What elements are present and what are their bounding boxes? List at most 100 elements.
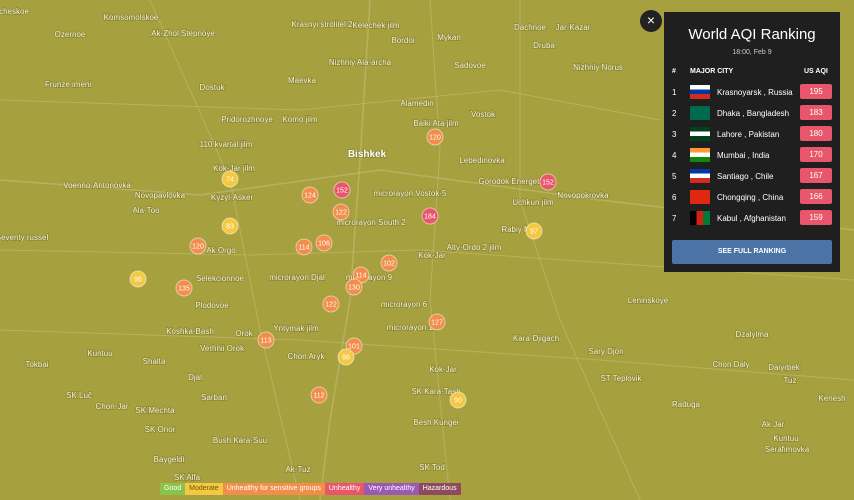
place-label: Maevka [288,76,317,85]
place-label: Selekcionnoe [196,274,245,283]
place-label: Krasnyi strolitel 2 [292,20,353,29]
ranking-row: 3 Lahore , Pakistan 180 [664,124,840,144]
legend-item: Very unhealthy [364,483,419,495]
place-label: Jar-Kazar [556,23,591,32]
aqi-marker[interactable]: 97 [525,222,543,240]
aqi-marker[interactable]: 74 [221,170,239,188]
aqi-marker[interactable]: 122 [332,203,350,221]
marker-dot [129,270,147,288]
place-label: SK Luč [66,391,92,400]
marker-value: 120 [429,134,441,141]
place-label: Novopavlovka [135,191,186,200]
city: Krasnoyarsk , Russia [717,88,793,97]
aqi-marker[interactable]: 114 [295,238,313,256]
marker-value: 74 [226,176,234,183]
place-label: Kok-Jar [429,365,457,374]
aqi-marker[interactable]: 96 [129,270,147,288]
place-label: Chon Daly [712,360,749,369]
city: Dhaka , Bangladesh [717,109,790,118]
place-label: Orok [235,329,253,338]
ranking-row: 7 Kabul , Afghanistan 159 [664,208,840,228]
ranking-row: 4 Mumbai , India 170 [664,145,840,165]
aqi-value: 170 [800,147,832,162]
place-label: Kara-Djigach [513,334,559,343]
aqi-marker[interactable]: 127 [428,313,446,331]
flag [690,190,710,204]
aqi-marker[interactable]: 113 [257,331,275,349]
place-label: Sadovoe [454,61,486,70]
aqi-marker[interactable]: 112 [310,386,328,404]
ranking-row: 2 Dhaka , Bangladesh 183 [664,103,840,123]
flag [690,106,710,120]
aqi-marker[interactable]: 83 [221,217,239,235]
marker-dot [221,217,239,235]
place-label: Frunze imeni [45,80,91,89]
place-label: Sarban [201,393,227,402]
aqi-value: 195 [800,84,832,99]
place-label: Gorodok Energetikov [478,177,553,186]
aqi-marker[interactable]: 184 [421,207,439,225]
marker-dot [189,237,207,255]
place-label: Daiyrbek [768,363,801,372]
place-label: microrayon 6 [381,300,428,309]
place-label: Plodovoe [195,301,229,310]
marker-value: 112 [313,392,324,399]
aqi-marker[interactable]: 120 [426,128,444,146]
legend-item: Unhealthy [324,483,365,495]
aqi-marker[interactable]: 152 [539,173,557,191]
aqi-marker[interactable]: 130 [345,278,363,296]
place-label: SK Alfa [174,473,201,482]
close-button[interactable]: × [640,10,662,32]
place-label: cheskoe [0,7,29,16]
place-label: Koshka-Bash [166,327,214,336]
aqi-value: 180 [800,126,832,141]
marker-value: 97 [530,228,538,235]
place-label: Dostuk [200,83,226,92]
marker-value: 96 [134,276,142,283]
flag [690,127,710,141]
marker-dot [525,222,543,240]
aqi-marker[interactable]: 106 [315,234,333,252]
place-label: Seventy russel [0,233,48,242]
ranking-panel: World AQI Ranking 18:00, Feb 9 # MAJOR C… [664,12,840,272]
place-label: Voenno-Antonovka [63,181,131,190]
aqi-value: 159 [800,210,832,225]
place-label: Kok-Jar [418,251,446,260]
place-label: Tokbai [25,360,48,369]
place-label: Lebedinovka [459,156,505,165]
panel-time: 18:00, Feb 9 [732,49,772,56]
place-label: SK Kara-Tash [411,387,460,396]
city: Lahore , Pakistan [717,130,780,139]
aqi-marker[interactable]: 90 [449,391,467,409]
marker-value: 122 [325,301,337,308]
marker-value: 184 [424,213,436,220]
place-label: Verhnii Orok [200,344,245,353]
place-label: Ozernoe [55,30,86,39]
marker-dot [301,186,319,204]
col-header: US AQI [804,68,828,75]
aqi-value: 183 [800,105,832,120]
aqi-marker[interactable]: 102 [380,254,398,272]
aqi-marker[interactable]: 152 [333,181,351,199]
aqi-marker[interactable]: 98 [337,348,355,366]
place-label: microrayon 9 [346,273,393,282]
aqi-marker[interactable]: 124 [301,186,319,204]
aqi-marker[interactable]: 122 [322,295,340,313]
place-label: Yntymak jilm [273,324,319,333]
aqi-marker[interactable]: 120 [189,237,207,255]
place-label: Ak-Zhol Stepnoye [151,29,215,38]
marker-dot [345,278,363,296]
aqi-value: 167 [800,168,832,183]
aqi-marker[interactable]: 135 [175,279,193,297]
place-label: Serafimovka [765,445,810,454]
marker-value: 152 [542,179,554,186]
col-header: # [672,68,676,75]
place-label: Bishkek [348,149,387,160]
place-label: Bordoi [391,36,414,45]
marker-dot [449,391,467,409]
aqi-value: 166 [800,189,832,204]
legend-item: Moderate [185,483,223,495]
full-ranking-button[interactable]: SEE FULL RANKING [672,240,832,264]
place-label: Nizhniy Norus [573,63,623,72]
